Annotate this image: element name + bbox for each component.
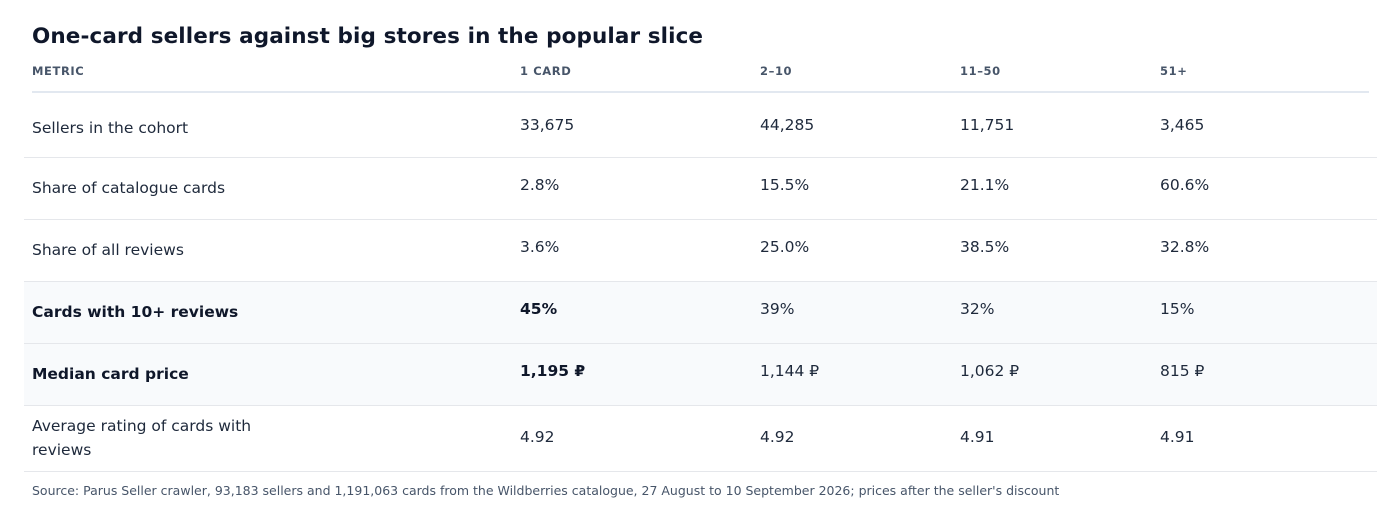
row-metric-label: Share of all reviews [32, 241, 184, 259]
row-value-cell: 1,195 ₽ [520, 362, 586, 380]
row-value-cell: 2.8% [520, 176, 560, 194]
row-value-cell: 1,144 ₽ [760, 362, 820, 380]
chart-title: One-card sellers against big stores in t… [32, 24, 704, 49]
table-row: Share of catalogue cards 2.8% 15.5% 21.1% 60… [24, 158, 1377, 220]
table-row: Average rating of cards with reviews 4.92… [24, 406, 1377, 472]
source-note: Source: Parus Seller crawler, 93,183 sel… [32, 483, 1060, 498]
column-header-2-10: 2–10 [760, 64, 793, 78]
row-metric-label: Median card price [32, 365, 189, 383]
row-metric-label: Share of catalogue cards [32, 179, 226, 197]
row-value-cell: 38.5% [960, 238, 1010, 256]
row-metric-label: Average rating of cards with reviews [32, 417, 252, 459]
column-header-11-50: 11–50 [960, 64, 1001, 78]
row-value-cell: 11,751 [960, 116, 1015, 134]
row-value-cell: 33,675 [520, 116, 575, 134]
row-value-cell: 45% [520, 300, 558, 318]
row-value-cell: 21.1% [960, 176, 1010, 194]
row-value-cell: 4.92 [520, 428, 555, 446]
table-row: Sellers in the cohort 33,675 44,285 11,751 3… [24, 92, 1377, 158]
row-value-cell: 32% [960, 300, 995, 318]
column-header-1-card: 1 CARD [520, 64, 572, 78]
row-metric-label: Cards with 10+ reviews [32, 303, 239, 321]
row-value-cell: 25.0% [760, 238, 810, 256]
row-value-cell: 4.91 [960, 428, 995, 446]
table-row: Share of all reviews 3.6% 25.0% 38.5% 32.8% [24, 220, 1377, 282]
column-header-51-plus: 51+ [1160, 64, 1188, 78]
row-value-cell: 815 ₽ [1160, 362, 1205, 380]
row-value-cell: 39% [760, 300, 795, 318]
table-row: Cards with 10+ reviews 45% 39% 32% 15% [24, 282, 1377, 344]
row-metric-label: Sellers in the cohort [32, 119, 189, 137]
table-header: METRIC 1 CARD 2–10 11–50 51+ [32, 62, 1369, 93]
row-value-cell: 44,285 [760, 116, 815, 134]
row-value-cell: 3,465 [1160, 116, 1205, 134]
row-value-cell: 4.91 [1160, 428, 1195, 446]
row-value-cell: 32.8% [1160, 238, 1210, 256]
row-value-cell: 1,062 ₽ [960, 362, 1020, 380]
row-value-cell: 15.5% [760, 176, 810, 194]
row-value-cell: 3.6% [520, 238, 560, 256]
table-row: Median card price 1,195 ₽ 1,144 ₽ 1,062 ₽ 81… [24, 344, 1377, 406]
row-value-cell: 4.92 [760, 428, 795, 446]
row-value-cell: 60.6% [1160, 176, 1210, 194]
row-value-cell: 15% [1160, 300, 1195, 318]
column-header-metric: METRIC [32, 64, 85, 78]
